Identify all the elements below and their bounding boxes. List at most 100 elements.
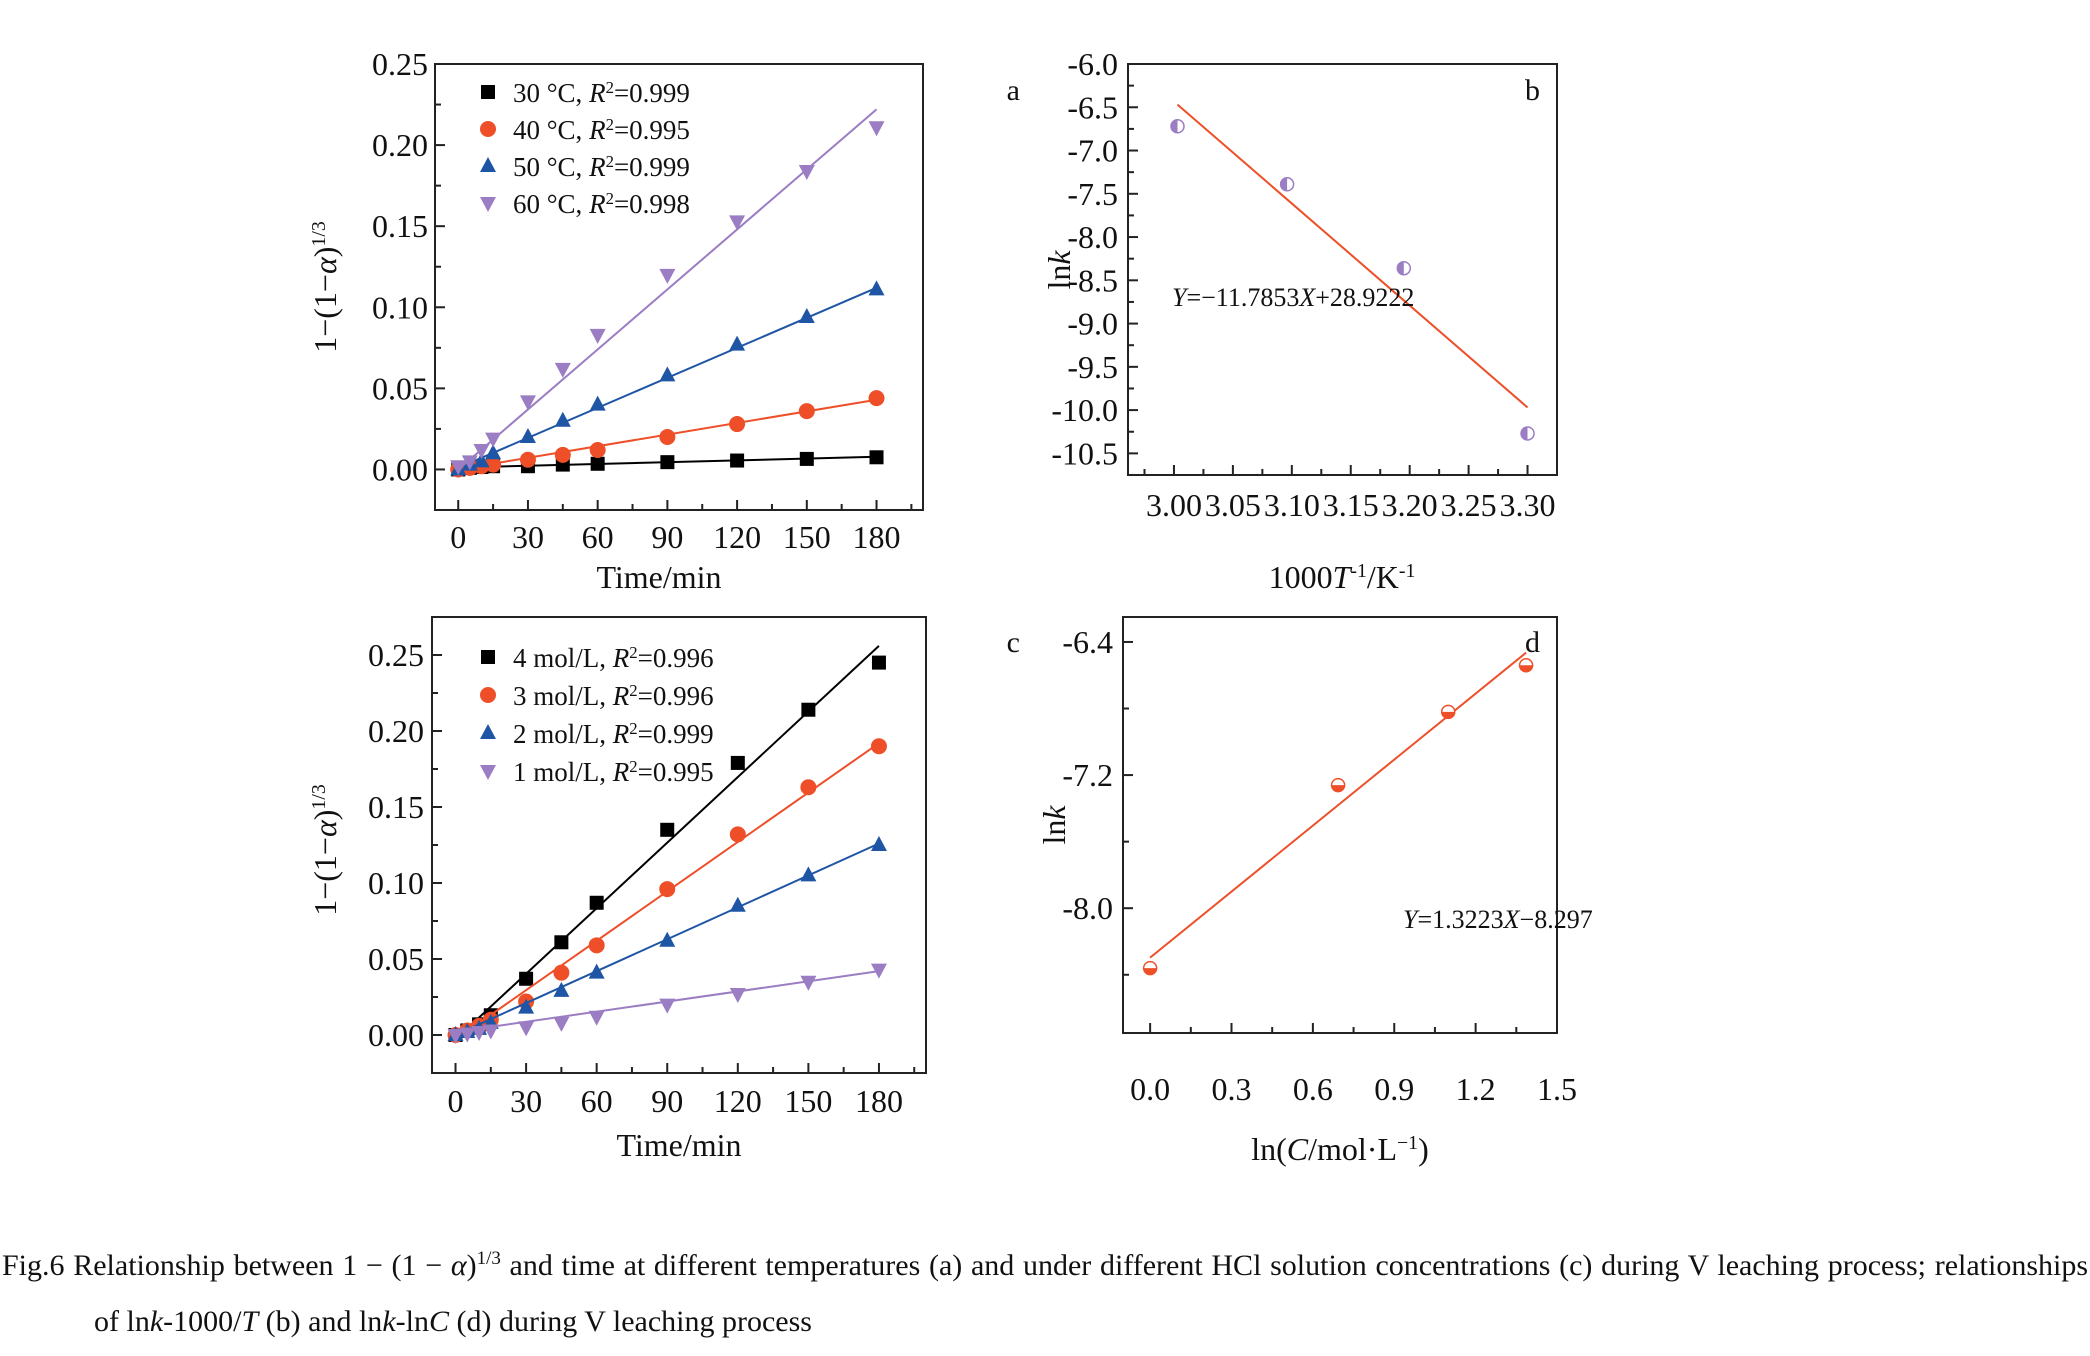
- y-axis-title: 1−(1−α)1/3: [307, 784, 343, 916]
- data-point-triangle: [518, 998, 535, 1014]
- x-tick-label: 3.30: [1500, 487, 1556, 523]
- x-tick-label: 90: [651, 519, 683, 555]
- y-axis-title: lnk: [1036, 805, 1072, 845]
- data-point-circle: [480, 687, 496, 703]
- data-point-half-circle: [1330, 777, 1346, 793]
- data-point-half-circle: [1518, 658, 1534, 673]
- data-point-circle: [554, 446, 571, 463]
- data-point-circle: [729, 416, 746, 433]
- x-tick-label: 0: [450, 519, 466, 555]
- y-tick-label: 0.25: [368, 637, 424, 673]
- marker-fill: [1331, 785, 1345, 792]
- data-point-triangle-down: [480, 765, 496, 780]
- fit-line: [1176, 103, 1529, 409]
- data-point-triangle-down: [729, 987, 746, 1003]
- data-point-half-circle: [1440, 704, 1456, 720]
- x-tick-label: 90: [651, 1083, 683, 1119]
- series-3: 1 mol/L, R2=0.995: [447, 757, 887, 1044]
- y-tick-label: -9.0: [1067, 306, 1118, 342]
- fit-line: [1149, 651, 1527, 959]
- y-axis-title: 1−(1−α)1/3: [307, 221, 343, 353]
- data-point-square: [554, 935, 569, 950]
- plot-frame: [1122, 616, 1558, 1034]
- data-point-triangle-down: [553, 1016, 570, 1032]
- caption-text: C: [428, 1305, 449, 1338]
- data-point-half-circle: [1279, 177, 1295, 192]
- x-axis-title: Time/min: [616, 1127, 741, 1163]
- panel-label: c: [1007, 626, 1020, 659]
- x-tick-label: 0: [448, 1083, 464, 1119]
- data-point-triangle-down: [870, 963, 887, 979]
- data-point-circle: [800, 779, 817, 796]
- data-point-square: [801, 702, 816, 717]
- marker-fill: [1397, 261, 1404, 275]
- data-point-triangle: [659, 931, 676, 947]
- x-tick-label: 180: [853, 519, 901, 555]
- x-tick-label: 150: [784, 1083, 832, 1119]
- series-0: [1170, 103, 1535, 441]
- data-point-square: [730, 453, 745, 468]
- panel-d: 0.0 0.3 0.6 0.9 1.2 1.5 -6.4 -7.2 -8.0 ln(C/mol·L…: [1036, 616, 1593, 1167]
- series-1: 40 °C, R2=0.995: [450, 115, 885, 478]
- data-point-circle: [588, 937, 605, 954]
- x-axis-title: ln(C/mol·L−1): [1251, 1131, 1429, 1167]
- legend-entry: 30 °C, R2=0.999: [513, 78, 690, 109]
- data-point-triangle: [729, 335, 746, 351]
- fit-equation: Y=1.3223X−8.297: [1403, 905, 1593, 934]
- caption-text: T: [241, 1305, 259, 1338]
- marker-fill: [1171, 119, 1178, 133]
- x-tick-label: 1.2: [1456, 1071, 1496, 1107]
- x-tick-label: 0.6: [1293, 1071, 1333, 1107]
- y-tick-label: -6.0: [1067, 46, 1118, 82]
- y-tick-label: 0.25: [372, 46, 428, 82]
- x-tick-label: 0.3: [1212, 1071, 1252, 1107]
- caption-text: k: [382, 1305, 396, 1338]
- data-point-circle: [519, 451, 536, 468]
- data-point-triangle-down: [447, 1029, 464, 1044]
- legend-entry: 4 mol/L, R2=0.996: [513, 643, 714, 674]
- x-tick-label: 3.00: [1146, 487, 1202, 523]
- caption-text: 1/3: [476, 1248, 501, 1269]
- y-tick-label: -8.0: [1067, 219, 1118, 255]
- caption-text: -1000/: [163, 1305, 242, 1338]
- legend-entry: 40 °C, R2=0.995: [513, 115, 690, 146]
- panel-label: d: [1525, 626, 1540, 659]
- y-tick-label: -7.5: [1067, 176, 1118, 212]
- caption-text: (d) during V leaching process: [448, 1305, 812, 1338]
- x-tick-label: 0.0: [1130, 1071, 1170, 1107]
- y-tick-label: -8.0: [1062, 890, 1113, 926]
- panel-b: 3.00 3.05 3.10 3.15 3.20 3.25 3.30 -6.0 -6.5 -7.0…: [1041, 46, 1558, 595]
- caption-text: (b) and ln: [258, 1305, 383, 1338]
- data-point-circle: [553, 964, 570, 981]
- data-point-triangle: [554, 411, 571, 427]
- y-tick-label: 0.10: [368, 865, 424, 901]
- data-point-square: [730, 755, 745, 770]
- x-tick-label: 180: [855, 1083, 903, 1119]
- data-point-triangle-down: [589, 328, 606, 344]
- y-tick-label: -10.0: [1051, 392, 1118, 428]
- x-tick-label: 1.5: [1537, 1071, 1577, 1107]
- x-tick-label: 150: [783, 519, 831, 555]
- fit-equation: Y=−11.7853X+28.9222: [1172, 283, 1414, 312]
- data-point-triangle-down: [659, 998, 676, 1014]
- legend-entry: 50 °C, R2=0.999: [513, 152, 690, 183]
- y-tick-label: 0.20: [368, 713, 424, 749]
- legend-entry: 60 °C, R2=0.998: [513, 189, 690, 220]
- data-point-half-circle: [1170, 119, 1185, 134]
- caption-text: k: [149, 1305, 164, 1338]
- data-point-circle: [480, 121, 496, 137]
- data-point-square: [481, 650, 495, 664]
- data-point-triangle-down: [519, 395, 536, 411]
- data-point-triangle: [589, 395, 606, 411]
- data-point-half-circle: [1520, 426, 1535, 441]
- data-point-triangle: [480, 157, 496, 172]
- data-point-half-circle: [1142, 960, 1158, 976]
- series-3: 60 °C, R2=0.998: [450, 108, 885, 476]
- x-tick-label: 30: [510, 1083, 542, 1119]
- data-point-triangle-down: [459, 1027, 476, 1043]
- panel-c: 0 30 60 90 120 150 180 0.00 0.05 0.10 0.15 0.20 0.25…: [307, 616, 1020, 1163]
- data-point-triangle: [659, 366, 676, 382]
- data-point-square: [799, 451, 814, 466]
- data-point-triangle: [588, 963, 605, 979]
